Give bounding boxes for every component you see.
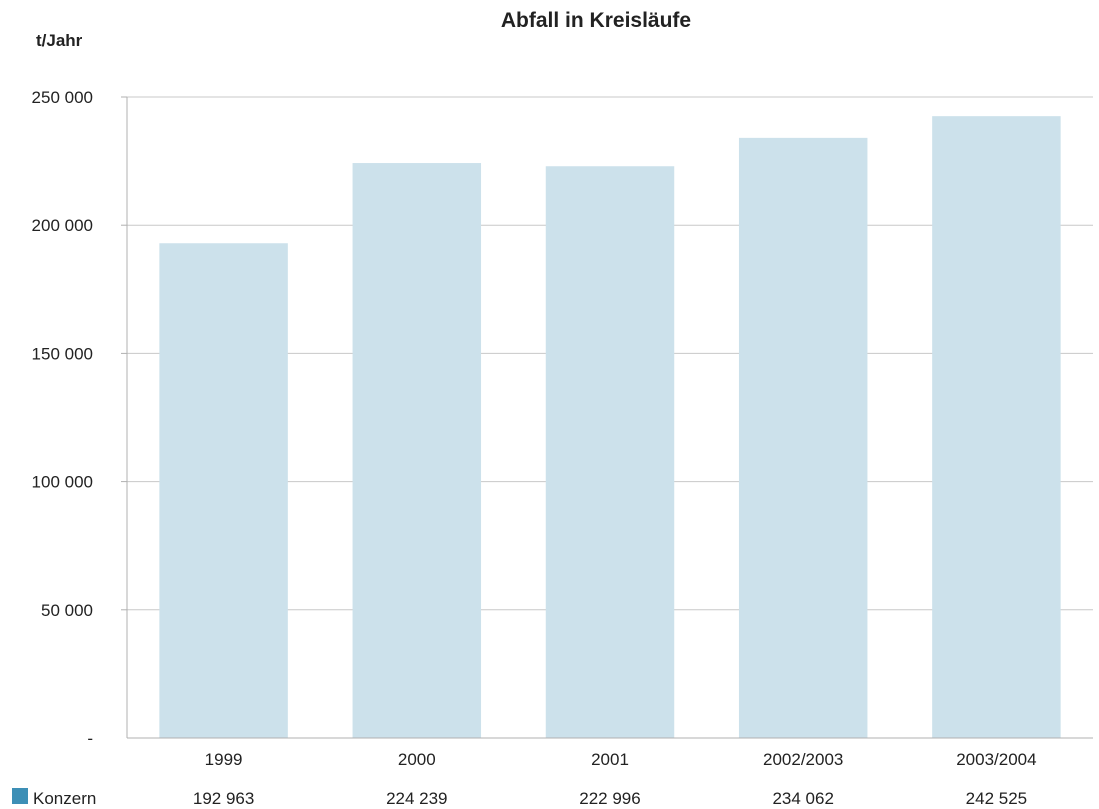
bar-2000 bbox=[352, 163, 482, 738]
legend-swatch-konzern bbox=[12, 788, 28, 804]
y-tick-label: 250 000 bbox=[32, 88, 93, 107]
x-tick-label: 2002/2003 bbox=[763, 750, 843, 769]
y-tick-label: 50 000 bbox=[41, 601, 93, 620]
data-value-label: 222 996 bbox=[579, 789, 640, 808]
x-tick-label: 1999 bbox=[205, 750, 243, 769]
bars bbox=[159, 116, 1061, 739]
y-tick-label: 100 000 bbox=[32, 473, 93, 492]
y-tick-label: - bbox=[87, 729, 93, 748]
x-tick-label: 2000 bbox=[398, 750, 436, 769]
data-value-label: 234 062 bbox=[772, 789, 833, 808]
data-value-label: 242 525 bbox=[966, 789, 1027, 808]
bar-2003-2004 bbox=[932, 116, 1061, 739]
data-value-label: 192 963 bbox=[193, 789, 254, 808]
legend-label-konzern: Konzern bbox=[33, 789, 96, 808]
legend: Konzern bbox=[12, 788, 96, 808]
bar-2001 bbox=[545, 166, 675, 738]
y-tick-label: 150 000 bbox=[32, 344, 93, 363]
bar-1999 bbox=[159, 243, 288, 739]
x-tick-label: 2003/2004 bbox=[956, 750, 1036, 769]
y-axis-unit-label: t/Jahr bbox=[36, 31, 83, 50]
bar-2002-2003 bbox=[738, 137, 868, 738]
data-value-label: 224 239 bbox=[386, 789, 447, 808]
y-tick-label: 200 000 bbox=[32, 216, 93, 235]
chart-title: Abfall in Kreisläufe bbox=[501, 9, 691, 32]
axes: - 50 000 100 000 150 000 200 000 250 000 1999 1… bbox=[32, 88, 1093, 808]
x-tick-label: 2001 bbox=[591, 750, 629, 769]
